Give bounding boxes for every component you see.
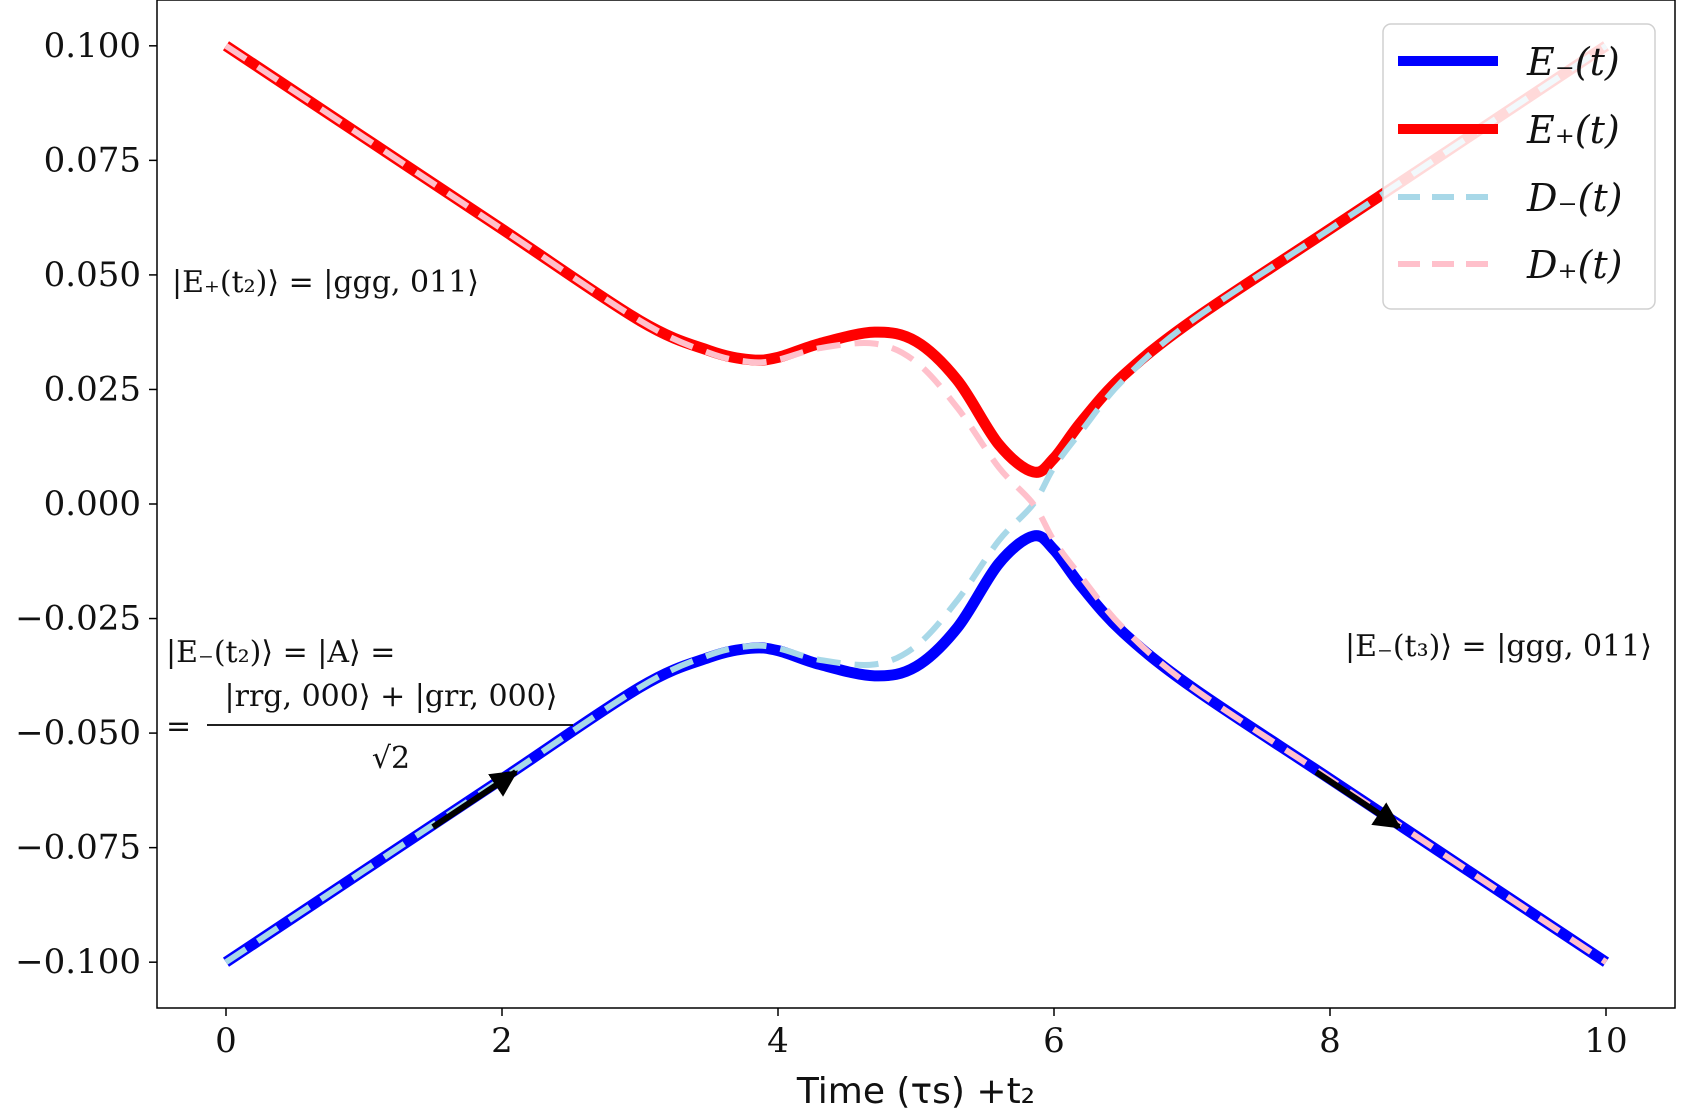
x-tick-label: 4 (767, 1021, 789, 1061)
series-dminus (224, 43, 1608, 965)
legend: E₋(t) E₊(t) D₋(t) D₊(t) (1382, 23, 1656, 310)
annotation-eminus-t2-equals: = (166, 709, 191, 744)
y-tick-label: 0.100 (44, 26, 141, 66)
x-axis-label: Time (τs) +t₂ (796, 1071, 1035, 1112)
x-tick-label: 10 (1584, 1021, 1627, 1061)
y-axis: 0.100 0.075 0.050 0.025 0.000 −0.025 −0.050 −0.… (15, 26, 157, 982)
legend-label-eplus: E₊(t) (1526, 108, 1620, 152)
y-tick-label: 0.025 (44, 369, 141, 409)
annotation-eminus-t2-numerator: |rrg, 000⟩ + |grr, 000⟩ (225, 679, 558, 714)
annotation-eminus-t2-denominator: √2 (372, 741, 410, 776)
legend-label-dminus: D₋(t) (1526, 176, 1622, 220)
x-tick-label: 0 (215, 1021, 237, 1061)
annotation-eplus-t2: |E₊(t₂)⟩ = |ggg, 011⟩ (172, 265, 479, 300)
x-tick-label: 2 (491, 1021, 513, 1061)
y-tick-label: −0.050 (15, 713, 141, 753)
x-axis: 0 2 4 6 8 10 (215, 1008, 1628, 1061)
series-dplus (224, 43, 1608, 965)
x-tick-label: 6 (1043, 1021, 1065, 1061)
y-tick-label: 0.050 (44, 255, 141, 295)
annotation-eminus-t2-line1: |E₋(t₂)⟩ = |A⟩ = (166, 635, 395, 670)
legend-box (1382, 23, 1656, 310)
legend-label-eminus: E₋(t) (1526, 40, 1620, 84)
series-layer (222, 41, 1610, 967)
y-tick-label: −0.075 (15, 828, 141, 868)
x-tick-label: 8 (1319, 1021, 1341, 1061)
direction-arrow-1 (431, 769, 519, 830)
y-tick-label: −0.100 (15, 942, 141, 982)
annotation-eminus-t3: |E₋(t₃)⟩ = |ggg, 011⟩ (1345, 629, 1652, 664)
legend-label-dplus: D₊(t) (1526, 243, 1622, 287)
y-tick-label: −0.025 (15, 599, 141, 639)
y-tick-label: 0.075 (44, 140, 141, 180)
direction-arrow-2 (1314, 769, 1402, 830)
arrow-layer (431, 769, 1402, 830)
y-tick-label: 0.000 (44, 484, 141, 524)
